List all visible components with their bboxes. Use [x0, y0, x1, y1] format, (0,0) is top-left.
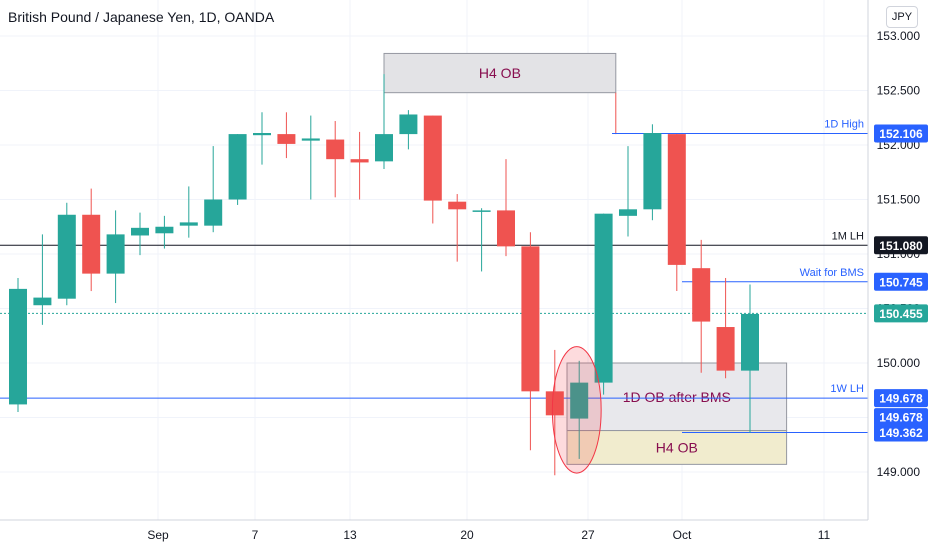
price-tick-label: 151.500: [877, 193, 921, 207]
candle-body[interactable]: [131, 227, 149, 236]
candle-body[interactable]: [82, 214, 101, 274]
candle-body[interactable]: [106, 234, 125, 274]
highlight-ellipse[interactable]: [551, 346, 602, 474]
candle-body[interactable]: [57, 214, 76, 299]
price-tag-label: 149.362: [879, 426, 923, 440]
price-tag-label: 151.080: [879, 239, 923, 253]
time-tick-label: Sep: [147, 528, 169, 542]
candle-body[interactable]: [277, 134, 296, 144]
price-tag: [874, 124, 928, 143]
order-block-zone[interactable]: [566, 430, 788, 465]
price-tick-label: 150.000: [877, 356, 921, 370]
candle-body[interactable]: [667, 134, 686, 265]
time-tick-label: 20: [460, 528, 474, 542]
price-tag-label: 150.745: [879, 275, 923, 289]
candle-body[interactable]: [399, 114, 418, 135]
candle-body[interactable]: [448, 201, 467, 210]
candle-body[interactable]: [716, 327, 735, 371]
zone-label: 1D OB after BMS: [623, 389, 731, 405]
candle-body[interactable]: [472, 210, 491, 212]
price-tag-label: 150.455: [879, 307, 923, 321]
time-tick-label: 11: [818, 528, 831, 542]
zone-label: H4 OB: [479, 65, 521, 81]
time-tick-label: Oct: [673, 528, 692, 542]
time-tick-label: 13: [343, 528, 357, 542]
candle-body[interactable]: [570, 382, 589, 419]
candle-body[interactable]: [643, 133, 662, 210]
candle-body[interactable]: [692, 268, 711, 322]
candle-body[interactable]: [521, 246, 540, 392]
price-tag: [874, 408, 928, 427]
candles: [9, 74, 759, 476]
time-tick-label: 7: [252, 528, 259, 542]
price-level-label: 1D High: [824, 118, 864, 130]
candle-body[interactable]: [33, 297, 52, 306]
price-level-label: 1M LH: [832, 230, 864, 242]
time-axis-ticks[interactable]: Sep 7 13 20 27 Oct 11: [147, 528, 830, 542]
candle-body[interactable]: [179, 222, 198, 226]
price-tag: [874, 423, 928, 442]
price-tag-label: 152.106: [879, 127, 923, 141]
price-tick-label: 153.000: [877, 29, 921, 43]
price-level-label: 1W LH: [830, 383, 864, 395]
candle-body[interactable]: [301, 138, 320, 141]
price-tick-label: 149.000: [877, 465, 921, 479]
candle-body[interactable]: [9, 288, 27, 405]
order-block-zone[interactable]: [383, 52, 617, 94]
price-tag: [874, 236, 928, 255]
candle-body[interactable]: [155, 226, 174, 234]
candle-body[interactable]: [204, 199, 223, 226]
candle-body[interactable]: [545, 391, 564, 416]
candle-body[interactable]: [619, 209, 637, 216]
candle-body[interactable]: [253, 133, 271, 136]
currency-badge[interactable]: JPY: [886, 6, 918, 28]
ellipse-highlight: [551, 346, 602, 474]
price-tag: [874, 304, 928, 323]
price-tag-label: 149.678: [879, 392, 923, 406]
candle-body[interactable]: [741, 313, 759, 371]
price-tick-label: 152.500: [877, 84, 921, 98]
candle-body[interactable]: [497, 210, 515, 247]
price-level-label: Wait for BMS: [800, 267, 864, 279]
candle-body[interactable]: [594, 213, 613, 383]
candle-body[interactable]: [326, 139, 345, 160]
price-tag-label: 149.678: [879, 411, 923, 425]
candle-body[interactable]: [423, 115, 442, 201]
candle-body[interactable]: [350, 159, 369, 163]
price-tag: [874, 389, 928, 408]
chart-title: British Pound / Japanese Yen, 1D, OANDA: [8, 9, 275, 25]
price-tag: [874, 272, 928, 291]
price-level-lines: 1D High 1M LH Wait for BMS 1W LH: [0, 118, 868, 434]
price-tags: 152.106151.080150.745150.455149.678149.3…: [874, 124, 928, 442]
candle-body[interactable]: [375, 134, 393, 162]
candle-body[interactable]: [228, 134, 247, 200]
zone-label: H4 OB: [656, 439, 698, 455]
time-tick-label: 27: [581, 528, 595, 542]
